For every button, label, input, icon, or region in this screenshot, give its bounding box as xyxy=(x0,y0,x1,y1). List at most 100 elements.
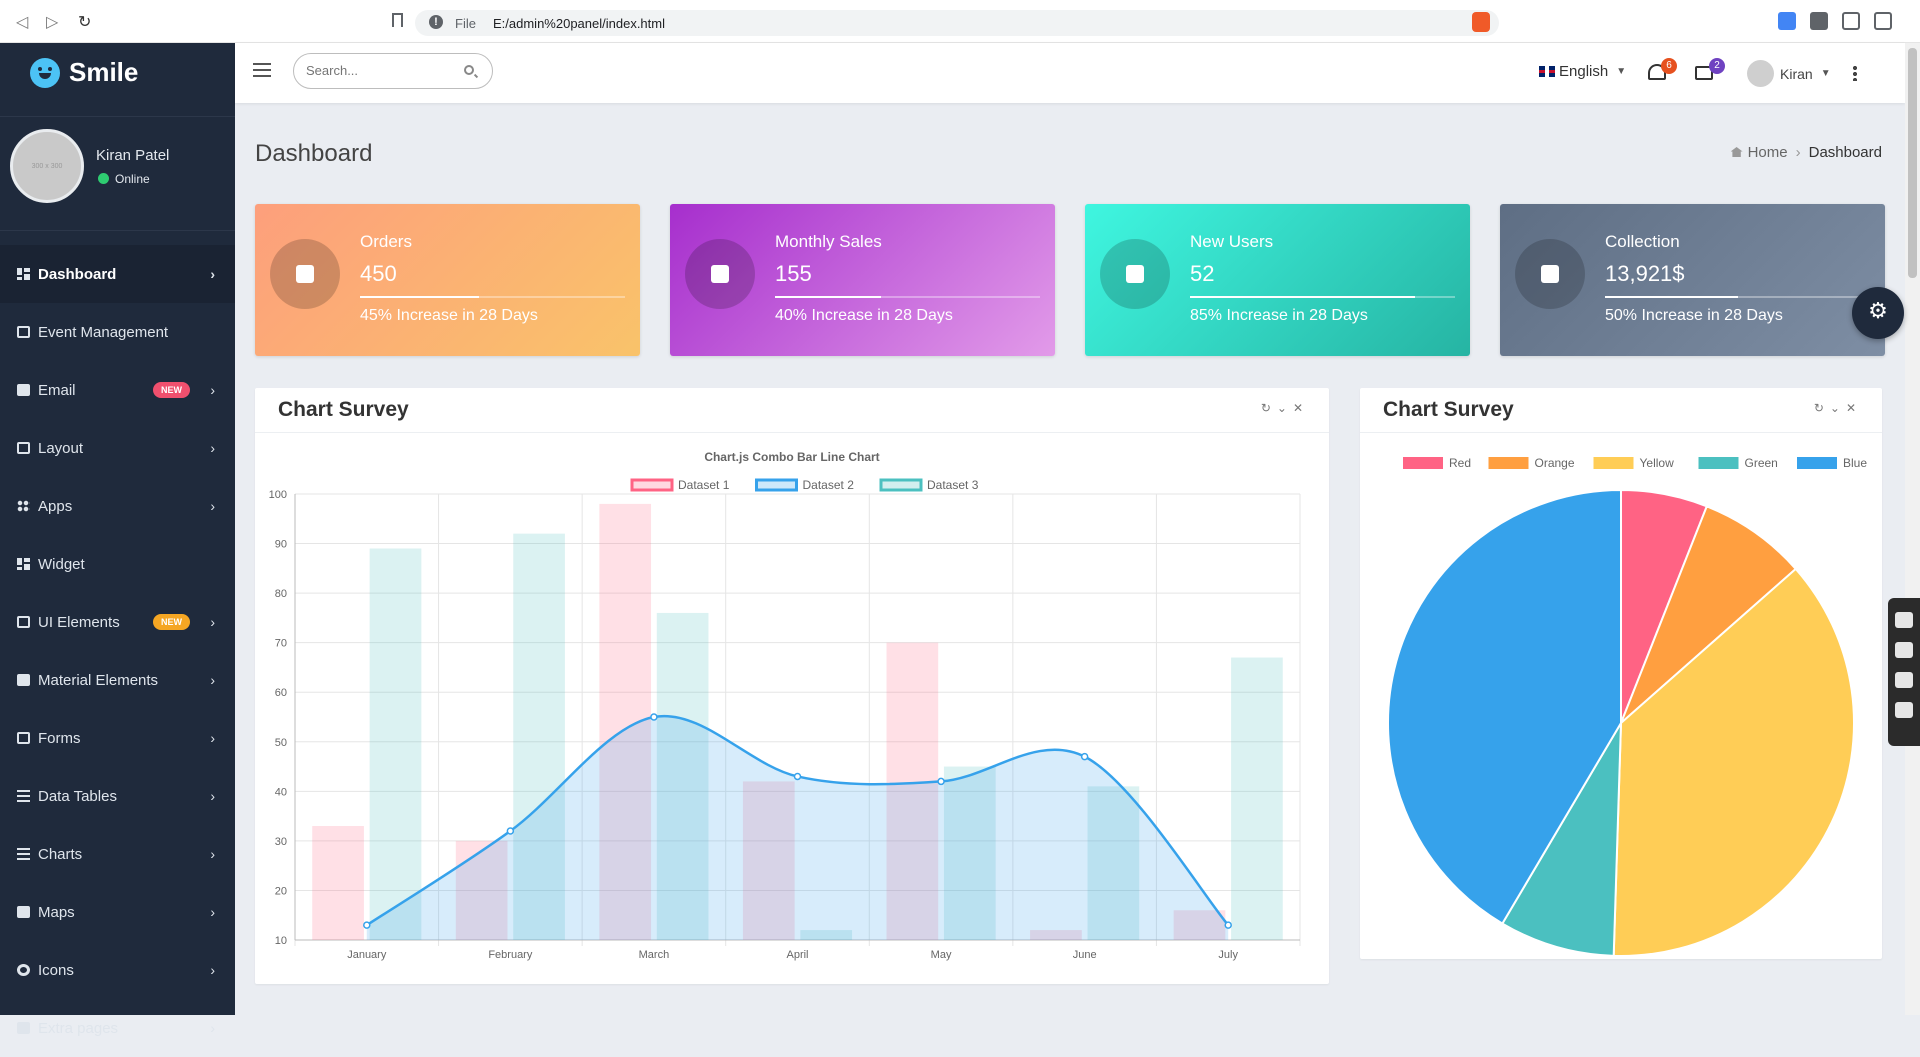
circle-icon xyxy=(17,964,30,976)
chevron-right-icon: › xyxy=(210,672,215,688)
sidebar-item-label: Apps xyxy=(38,497,73,515)
bar-dataset-3 xyxy=(369,548,422,940)
settings-gear-button[interactable] xyxy=(1852,287,1904,339)
line-point xyxy=(506,827,515,835)
language-selector[interactable]: English ▼ xyxy=(1539,63,1626,80)
profile-avatar[interactable]: 300 x 300 xyxy=(10,129,84,203)
bar-dataset-1 xyxy=(1173,910,1226,940)
y-tick-label: 60 xyxy=(275,687,287,699)
sidebar-item-email[interactable]: Email NEW › xyxy=(0,361,235,419)
legend-label: Dataset 3 xyxy=(927,478,979,492)
address-bar[interactable]: ! File E:/admin%20panel/index.html ⇪ xyxy=(415,10,1499,36)
breadcrumb-home[interactable]: Home xyxy=(1747,144,1788,161)
sidebar-item-data-tables[interactable]: Data Tables › xyxy=(0,767,235,825)
chevron-right-icon: › xyxy=(210,846,215,862)
breadcrumb-current: Dashboard xyxy=(1808,144,1882,161)
sidebar-item-layout[interactable]: Layout › xyxy=(0,419,235,477)
collapse-icon[interactable]: ⌄ xyxy=(1276,401,1293,415)
sidebar-item-forms[interactable]: Forms › xyxy=(0,709,235,767)
pie-chart-panel: Chart Survey ↻⌄✕ Red Orange Yellow Green Blu… xyxy=(1360,388,1882,959)
x-tick-label: May xyxy=(931,949,952,961)
translate-icon[interactable] xyxy=(1778,12,1796,30)
settings-icon[interactable] xyxy=(1895,702,1913,718)
chevron-right-icon: › xyxy=(210,904,215,920)
chevron-right-icon: › xyxy=(210,614,215,630)
reload-icon[interactable]: ↻ xyxy=(78,14,92,31)
sidebar-item-label: Forms xyxy=(38,729,81,747)
uk-flag-icon xyxy=(1539,66,1555,77)
sidebar-item-icons[interactable]: Icons › xyxy=(0,941,235,999)
user-profile: 300 x 300 Kiran Patel Online xyxy=(0,116,235,231)
language-label: English xyxy=(1559,63,1609,80)
close-icon[interactable]: ✕ xyxy=(1845,401,1862,415)
chevron-right-icon: › xyxy=(210,730,215,746)
hamburger-menu-icon[interactable] xyxy=(253,63,271,77)
search-input[interactable] xyxy=(306,63,456,78)
dollar-icon xyxy=(1515,239,1585,309)
stat-footer: 50% Increase in 28 Days xyxy=(1605,307,1783,324)
stat-title: New Users xyxy=(1190,232,1274,251)
sidebar-item-apps[interactable]: Apps › xyxy=(0,477,235,535)
close-icon[interactable]: ✕ xyxy=(1292,401,1309,415)
refresh-icon[interactable]: ↻ xyxy=(1260,401,1277,415)
sidebar-item-dashboard[interactable]: Dashboard › xyxy=(0,245,235,303)
list-icon xyxy=(17,790,30,802)
printer-icon xyxy=(17,674,30,686)
back-icon[interactable]: ◁ xyxy=(16,14,29,31)
wallet-icon[interactable] xyxy=(1874,12,1892,30)
sidebar-item-widget[interactable]: Widget xyxy=(0,535,235,593)
collapse-icon[interactable]: ⌄ xyxy=(1829,401,1846,415)
bar-dataset-3 xyxy=(1231,657,1283,940)
sidebar-item-label: UI Elements xyxy=(38,613,120,631)
chevron-down-icon: ▼ xyxy=(1616,66,1627,77)
video-icon[interactable] xyxy=(1895,642,1913,658)
line-point xyxy=(1080,752,1089,761)
app-logo[interactable]: Smile xyxy=(30,57,138,88)
search-icon[interactable] xyxy=(464,65,474,75)
extension-icons xyxy=(1778,12,1892,30)
sidebar-item-ui-elements[interactable]: UI Elements NEW › xyxy=(0,593,235,651)
stat-title: Orders xyxy=(360,232,412,251)
y-tick-label: 30 xyxy=(275,836,287,848)
sidebar-item-event-management[interactable]: Event Management xyxy=(0,303,235,361)
sidebar-item-label: Dashboard xyxy=(38,265,117,283)
page-scrollbar[interactable] xyxy=(1905,43,1920,1015)
stat-card-new-users: New Users 52 85% Increase in 28 Days xyxy=(1085,204,1470,356)
sidebar-item-extra-pages[interactable]: Extra pages › xyxy=(0,999,235,1057)
line-point xyxy=(650,713,658,721)
legend-label: Dataset 2 xyxy=(803,478,855,492)
y-tick-label: 50 xyxy=(275,737,287,749)
widget-icon xyxy=(17,558,30,570)
sidebar-item-material-elements[interactable]: Material Elements › xyxy=(0,651,235,709)
bookmark-icon[interactable] xyxy=(392,13,403,27)
more-options-icon[interactable] xyxy=(1853,65,1857,81)
chevron-right-icon: › xyxy=(210,962,215,978)
scrollbar-thumb[interactable] xyxy=(1908,48,1917,278)
url-text[interactable]: E:/admin%20panel/index.html xyxy=(493,16,665,31)
x-tick-label: February xyxy=(488,949,533,961)
x-tick-label: June xyxy=(1073,949,1097,961)
sidebar-toggle-icon[interactable] xyxy=(1842,12,1860,30)
bar-dataset-3 xyxy=(800,930,853,940)
page-title: Dashboard xyxy=(255,140,373,167)
extensions-icon[interactable] xyxy=(1810,12,1828,30)
sidebar-item-label: Material Elements xyxy=(38,671,159,689)
line-point xyxy=(937,777,945,786)
sidebar-item-charts[interactable]: Charts › xyxy=(0,825,235,883)
forward-icon[interactable]: ▷ xyxy=(46,14,59,31)
user-menu[interactable]: Kiran ▼ xyxy=(1747,60,1831,87)
image-icon[interactable] xyxy=(1895,672,1913,688)
stat-card-collection: Collection 13,921$ 50% Increase in 28 Days xyxy=(1500,204,1885,356)
legend-swatch xyxy=(755,478,798,492)
bar-dataset-1 xyxy=(455,840,508,940)
line-point xyxy=(1224,921,1232,929)
camera-icon[interactable] xyxy=(1895,612,1913,628)
refresh-icon[interactable]: ↻ xyxy=(1813,401,1830,415)
sidebar-item-maps[interactable]: Maps › xyxy=(0,883,235,941)
legend-label: Dataset 1 xyxy=(678,478,730,492)
envelope-icon[interactable] xyxy=(1695,66,1713,80)
sidebar-item-label: Icons xyxy=(38,961,74,979)
stat-footer: 85% Increase in 28 Days xyxy=(1190,307,1368,324)
brave-shield-icon[interactable] xyxy=(1472,12,1490,32)
info-icon[interactable]: ! xyxy=(429,15,443,29)
